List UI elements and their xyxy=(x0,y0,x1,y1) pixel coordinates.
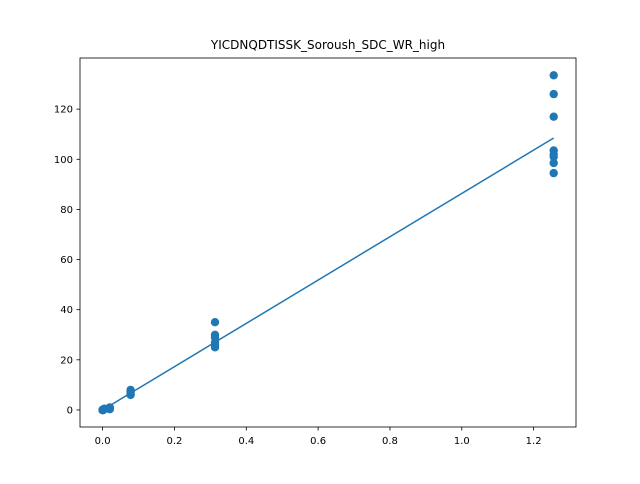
data-point xyxy=(549,152,558,161)
axes: 0.0 0.2 0.4 0.6 0.8 1.0 1.2 0 20 40 60 80 100 120 xyxy=(54,57,577,447)
x-tick-label: 1.2 xyxy=(526,436,542,447)
y-tick-label: 0 xyxy=(67,405,73,416)
data-point xyxy=(210,338,220,347)
data-point xyxy=(549,158,558,168)
axes-frame xyxy=(79,57,577,428)
data-point xyxy=(549,71,558,80)
data-point xyxy=(210,318,220,327)
data-point xyxy=(549,89,558,99)
data-point xyxy=(549,168,558,178)
x-tick-label: 0.0 xyxy=(95,436,111,447)
data-point xyxy=(105,405,115,414)
data-point xyxy=(549,112,558,121)
plot-area xyxy=(98,71,558,415)
chart-title: YICDNQDTISSK_Soroush_SDC_WR_high xyxy=(210,38,445,52)
x-tick-label: 1.0 xyxy=(454,436,470,447)
y-tick-label: 40 xyxy=(60,305,73,316)
y-tick-label: 60 xyxy=(60,255,73,266)
x-tick-label: 0.8 xyxy=(382,436,398,447)
x-tick-label: 0.2 xyxy=(167,436,183,447)
x-tick-label: 0.4 xyxy=(238,436,254,447)
data-point xyxy=(126,387,135,396)
fit-line xyxy=(102,137,555,411)
y-tick-label: 100 xyxy=(54,155,73,166)
y-tick-label: 120 xyxy=(54,105,73,116)
x-tick-label: 0.6 xyxy=(310,436,326,447)
y-tick-label: 20 xyxy=(60,355,73,366)
y-tick-label: 80 xyxy=(60,205,73,216)
